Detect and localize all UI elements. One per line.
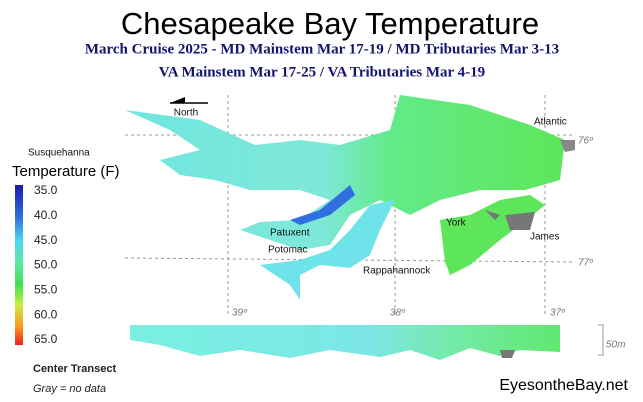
legend-tick-label: 50.0 <box>34 258 58 272</box>
coordinate-label: 76º <box>578 136 594 147</box>
legend-tick-label: 60.0 <box>34 307 58 321</box>
legend-ticks: 35.0 40.0 45.0 50.0 55.0 60.0 65.0 <box>34 183 58 346</box>
legend-tick-label: 40.0 <box>34 208 58 222</box>
transect <box>130 324 604 360</box>
north-arrow: North <box>170 97 208 119</box>
coordinate-label: 37º <box>550 308 566 319</box>
place-label: James <box>530 232 559 243</box>
subtitle: VA Mainstem Mar 17-25 / VA Tributaries M… <box>159 64 485 80</box>
place-label: Rappahannock <box>363 266 431 277</box>
depth-label: 50m <box>606 340 625 351</box>
bay-water <box>125 95 575 300</box>
place-label: Patuxent <box>270 228 310 239</box>
place-label: Potomac <box>268 245 307 256</box>
legend-tick-label: 35.0 <box>34 183 58 197</box>
no-data-note: Gray = no data <box>33 383 106 395</box>
legend-tick-label: 65.0 <box>34 332 58 346</box>
coordinate-label: 39º <box>232 308 248 319</box>
subtitle: March Cruise 2025 - MD Mainstem Mar 17-1… <box>85 41 559 57</box>
site-credit: EyesontheBay.net <box>499 377 628 394</box>
transect-title: Center Transect <box>33 363 116 375</box>
coordinate-label: 77º <box>578 258 594 269</box>
place-label: Atlantic <box>534 117 567 128</box>
legend-tick-label: 55.0 <box>34 283 58 297</box>
legend-title: Temperature (F) <box>12 163 120 180</box>
north-label: North <box>174 108 198 119</box>
place-label: York <box>446 218 467 229</box>
place-label: Susquehanna <box>28 148 90 159</box>
coordinate-label: 38º <box>390 308 406 319</box>
title: Chesapeake Bay Temperature <box>121 6 539 41</box>
legend-tick-label: 45.0 <box>34 233 58 247</box>
color-bar <box>15 185 23 345</box>
